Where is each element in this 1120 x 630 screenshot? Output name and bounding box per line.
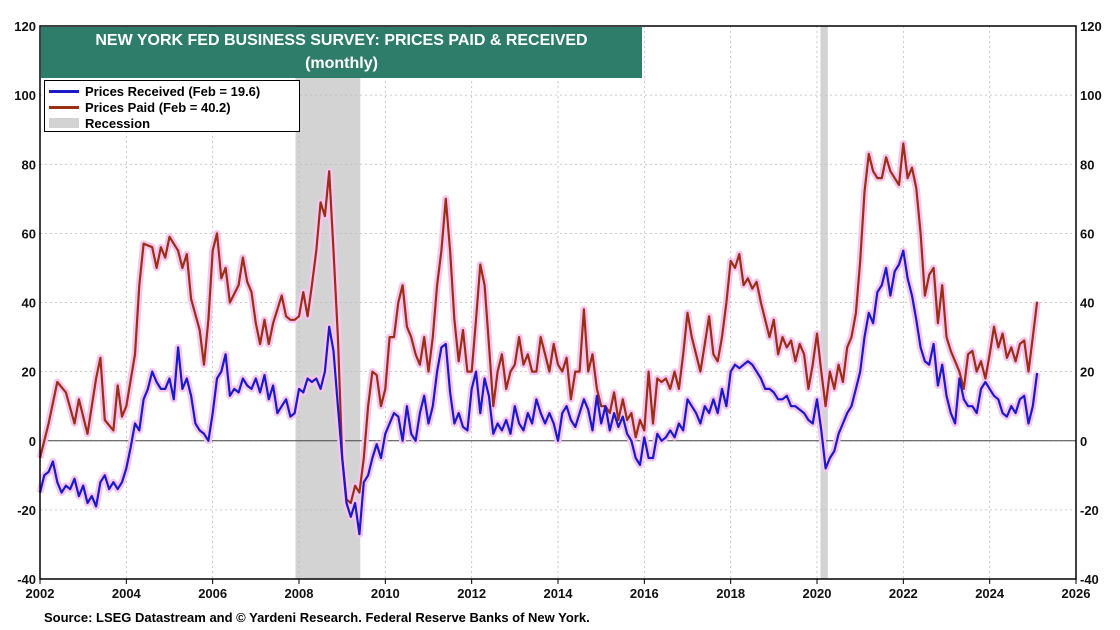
ytick-right--20: -20 <box>1080 503 1099 518</box>
legend-item-recession: Recession <box>49 115 299 131</box>
ytick-right-0: 0 <box>1080 434 1087 449</box>
xtick-label-2020: 2020 <box>803 586 832 601</box>
ytick-left-0: 0 <box>29 434 36 449</box>
ytick-right-40: 40 <box>1080 296 1094 311</box>
legend-label-paid: Prices Paid (Feb = 40.2) <box>85 99 231 115</box>
ytick-left--20: -20 <box>17 503 36 518</box>
ytick-left--40: -40 <box>17 572 36 587</box>
legend-label-received: Prices Received (Feb = 19.6) <box>85 83 261 99</box>
legend-item-paid: Prices Paid (Feb = 40.2) <box>49 99 299 115</box>
legend-item-received: Prices Received (Feb = 19.6) <box>49 83 299 99</box>
ytick-right-120: 120 <box>1080 19 1102 34</box>
prices-paid-line <box>38 142 1039 505</box>
xtick-label-2004: 2004 <box>112 586 142 601</box>
xtick-label-2016: 2016 <box>630 586 659 601</box>
ytick-right-60: 60 <box>1080 226 1094 241</box>
legend: Prices Received (Feb = 19.6) Prices Paid… <box>44 80 300 132</box>
ytick-left-40: 40 <box>22 296 36 311</box>
series-halo-0 <box>36 140 1041 507</box>
recession-band-1 <box>820 26 828 579</box>
xtick-label-2002: 2002 <box>26 586 55 601</box>
source-note: Source: LSEG Datastream and © Yardeni Re… <box>44 610 590 625</box>
xtick-label-2022: 2022 <box>889 586 918 601</box>
chart-title-line1: NEW YORK FED BUSINESS SURVEY: PRICES PAI… <box>95 32 588 49</box>
y-axis-ticks-right: -40 -20 0 20 40 60 80 100 120 <box>1080 19 1102 587</box>
xtick-label-2012: 2012 <box>457 586 486 601</box>
recession-swatch <box>49 118 79 128</box>
xtick-label-2006: 2006 <box>198 586 227 601</box>
received-swatch <box>49 89 79 93</box>
paid-swatch <box>49 105 79 109</box>
ytick-right--40: -40 <box>1080 572 1099 587</box>
series-lines <box>36 140 1041 538</box>
legend-label-recession: Recession <box>85 115 151 131</box>
chart-title-line2: (monthly) <box>305 55 378 72</box>
y-axis-ticks-left: -40 -20 0 20 40 60 80 100 120 <box>14 19 36 587</box>
xtick-label-2014: 2014 <box>544 586 574 601</box>
ytick-left-80: 80 <box>22 157 36 172</box>
x-axis-ticks: 2002 2004 2006 2008 2010 2012 2014 2016 2018 2020… <box>26 579 1091 601</box>
prices-received-line <box>38 249 1039 536</box>
ytick-right-80: 80 <box>1080 157 1094 172</box>
xtick-label-2026: 2026 <box>1062 586 1091 601</box>
ytick-left-20: 20 <box>22 365 36 380</box>
ytick-left-60: 60 <box>22 226 36 241</box>
ytick-right-20: 20 <box>1080 365 1094 380</box>
ytick-left-120: 120 <box>14 19 36 34</box>
ytick-right-100: 100 <box>1080 88 1102 103</box>
xtick-label-2008: 2008 <box>285 586 314 601</box>
xtick-label-2018: 2018 <box>716 586 745 601</box>
xtick-label-2010: 2010 <box>371 586 400 601</box>
ytick-left-100: 100 <box>14 88 36 103</box>
chart-title: NEW YORK FED BUSINESS SURVEY: PRICES PAI… <box>41 27 642 78</box>
xtick-label-2024: 2024 <box>975 586 1005 601</box>
